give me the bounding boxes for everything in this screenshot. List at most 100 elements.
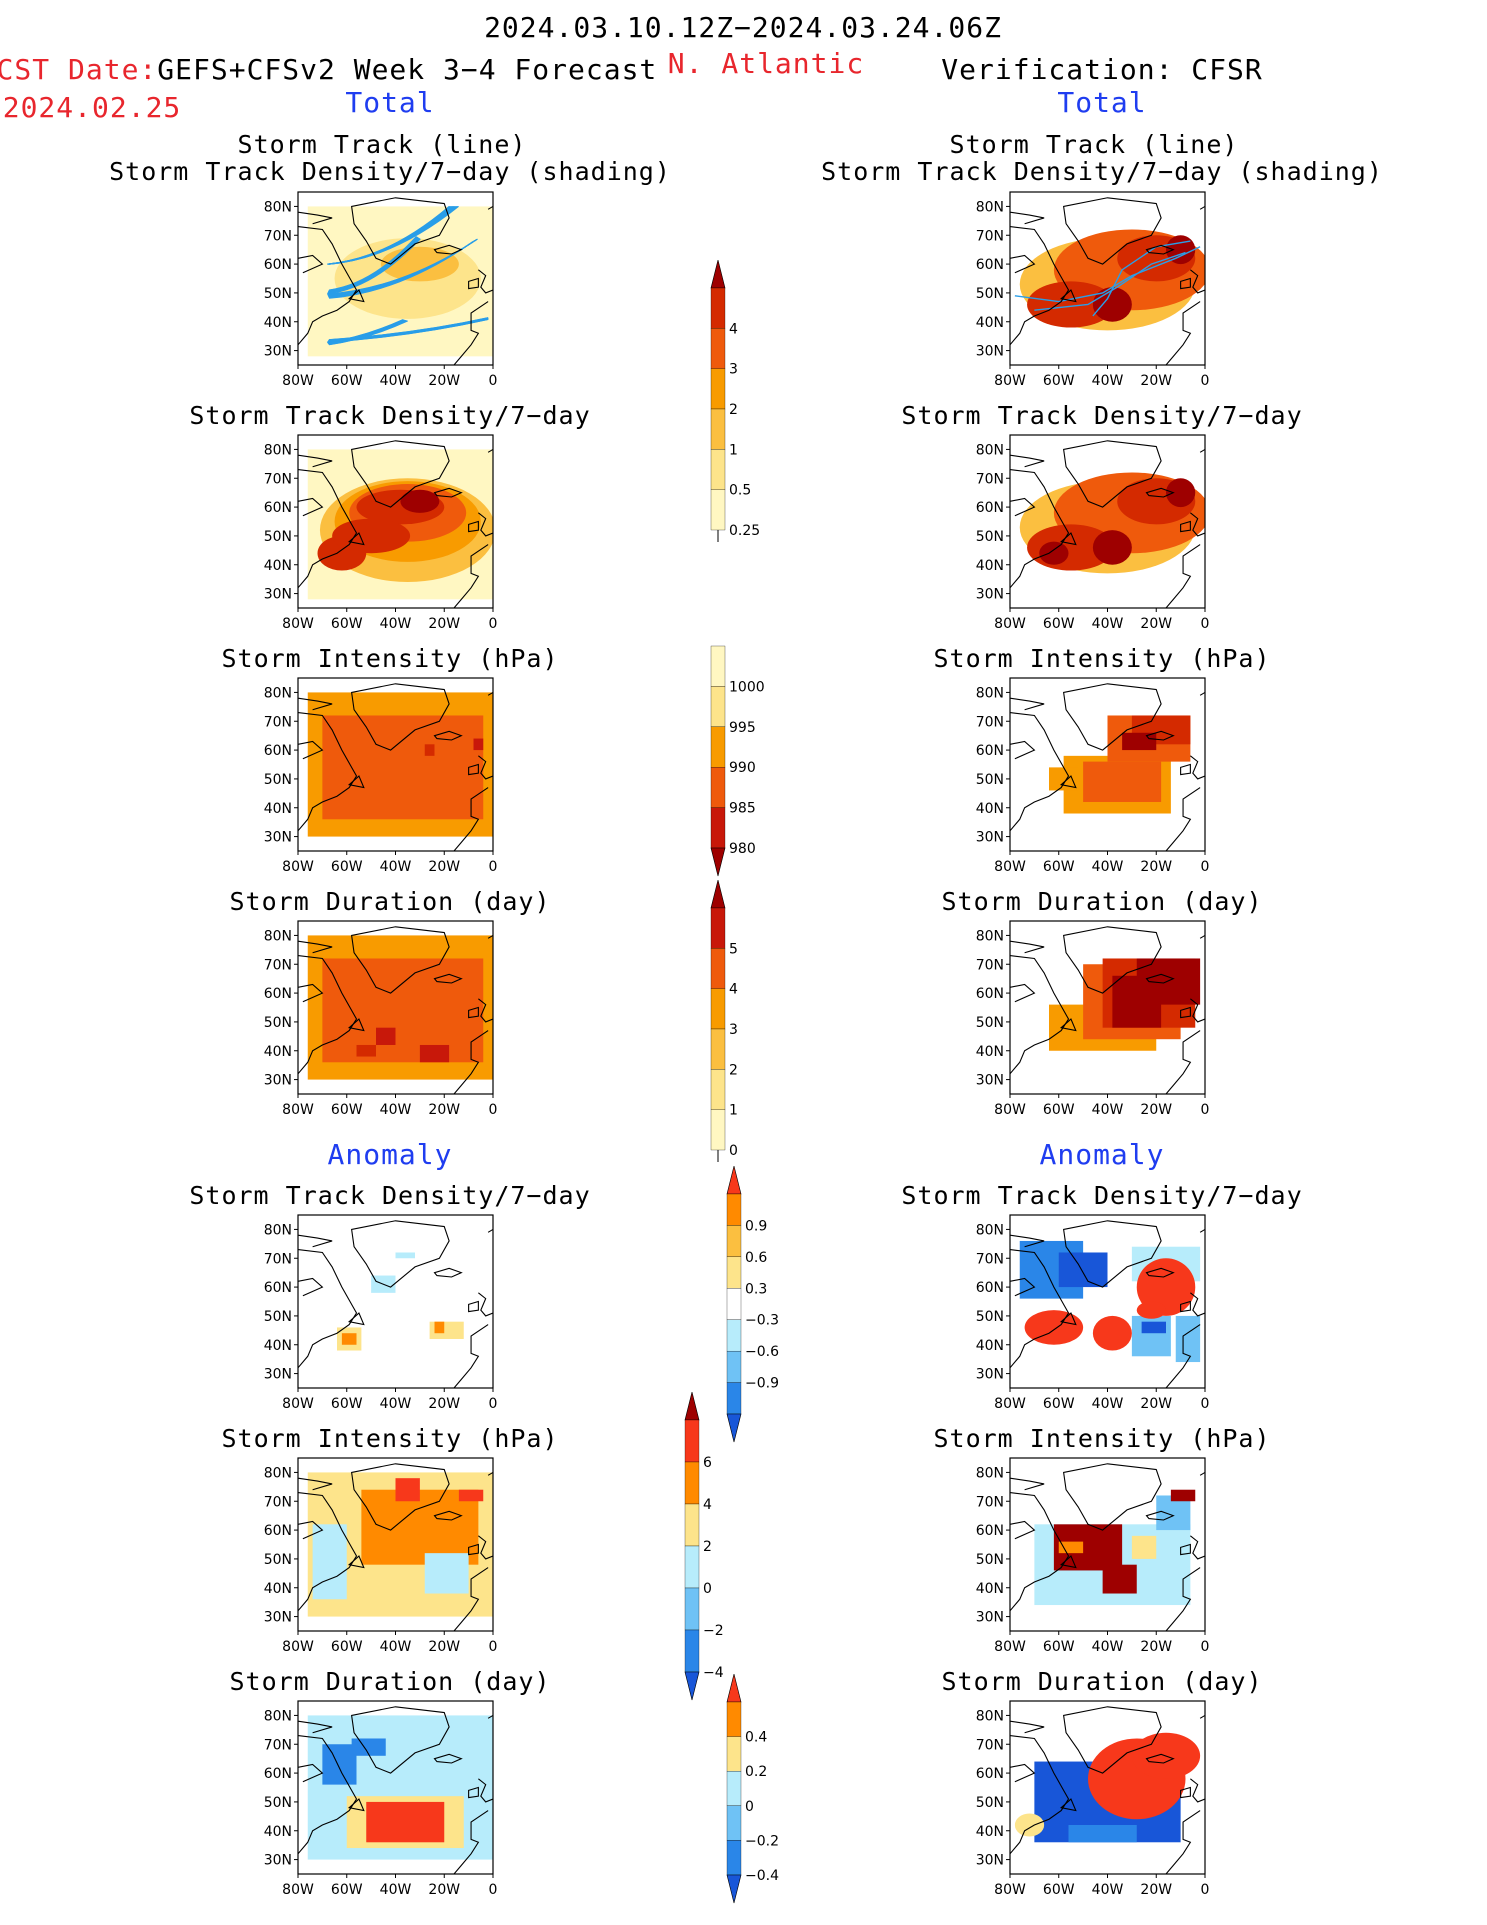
map-duration-right: 80N 70N 60N 50N 40N 30N 80W 60W 40W 20W 0 bbox=[962, 919, 1211, 1122]
lat-tick-label: 40N bbox=[976, 1824, 1004, 1840]
map-duration-left: 80N 70N 60N 50N 40N 30N 80W 60W 40W 20W 0 bbox=[250, 919, 499, 1122]
lon-tick-label: 80W bbox=[282, 859, 314, 875]
map-svg: 80N 70N 60N 50N 40N 30N 80W 60W 40W 20W 0 bbox=[264, 1214, 497, 1412]
lat-tick-label: 70N bbox=[264, 714, 292, 730]
lon-tick-label: 80W bbox=[282, 1639, 314, 1655]
lat-tick-label: 50N bbox=[264, 1795, 292, 1811]
lon-tick-label: 40W bbox=[380, 1639, 412, 1655]
lat-tick-label: 80N bbox=[976, 199, 1004, 215]
lat-tick-label: 40N bbox=[264, 1581, 292, 1597]
lon-tick-label: 60W bbox=[1043, 1396, 1075, 1412]
lon-tick-label: 0 bbox=[1201, 373, 1210, 389]
lat-tick-label: 50N bbox=[976, 1309, 1004, 1325]
lon-tick-label: 0 bbox=[1201, 1639, 1210, 1655]
colorbar-label: 0 bbox=[703, 1581, 712, 1597]
colorbar-label: 0 bbox=[729, 1143, 738, 1159]
lat-tick-label: 70N bbox=[976, 957, 1004, 973]
lon-tick-label: 80W bbox=[282, 1882, 314, 1898]
title-density-left: Storm Track Density/7−day bbox=[189, 401, 591, 430]
lon-tick-label: 20W bbox=[428, 1639, 460, 1655]
lon-tick-label: 0 bbox=[489, 1102, 498, 1118]
lat-tick-label: 50N bbox=[976, 1015, 1004, 1031]
lon-tick-label: 0 bbox=[1201, 1102, 1210, 1118]
lat-tick-label: 60N bbox=[976, 1766, 1004, 1782]
colorbar-label: 0 bbox=[745, 1799, 754, 1815]
lat-tick-label: 30N bbox=[976, 830, 1004, 846]
colorbar-label: 995 bbox=[729, 720, 756, 736]
lat-tick-label: 50N bbox=[976, 286, 1004, 302]
map-anom-intensity-right: 80N 70N 60N 50N 40N 30N 80W 60W 40W 20W 0 bbox=[962, 1456, 1211, 1659]
lat-tick-label: 60N bbox=[976, 743, 1004, 759]
colorbar-svg: 0.9 0.6 0.3 −0.3 −0.6 −0.9 bbox=[726, 1166, 779, 1443]
lon-tick-label: 80W bbox=[994, 859, 1026, 875]
period-title: 2024.03.10.12Z−2024.03.24.06Z bbox=[484, 11, 1002, 44]
lat-tick-label: 50N bbox=[264, 1015, 292, 1031]
lat-tick-label: 80N bbox=[264, 928, 292, 944]
lon-tick-label: 60W bbox=[1043, 1639, 1075, 1655]
lon-tick-label: 40W bbox=[380, 859, 412, 875]
title-anom-density-left: Storm Track Density/7−day bbox=[189, 1181, 591, 1210]
lon-tick-label: 20W bbox=[428, 1102, 460, 1118]
lat-tick-label: 50N bbox=[264, 529, 292, 545]
lon-tick-label: 40W bbox=[380, 1102, 412, 1118]
title-anom-density-right: Storm Track Density/7−day bbox=[901, 1181, 1303, 1210]
lon-tick-label: 60W bbox=[331, 616, 363, 632]
colorbar-label: 0.4 bbox=[745, 1730, 767, 1746]
lat-tick-label: 70N bbox=[976, 714, 1004, 730]
colorbar-label: −0.6 bbox=[745, 1344, 779, 1360]
title-intensity-left: Storm Intensity (hPa) bbox=[221, 644, 559, 673]
lat-tick-label: 50N bbox=[976, 772, 1004, 788]
lat-tick-label: 40N bbox=[976, 801, 1004, 817]
lat-tick-label: 70N bbox=[264, 471, 292, 487]
map-intensity-right: 80N 70N 60N 50N 40N 30N 80W 60W 40W 20W 0 bbox=[962, 676, 1211, 879]
title-track-line-right: Storm Track (line) bbox=[949, 130, 1239, 159]
lat-tick-label: 80N bbox=[976, 1465, 1004, 1481]
lon-tick-label: 40W bbox=[380, 1882, 412, 1898]
lat-tick-label: 50N bbox=[264, 772, 292, 788]
lon-tick-label: 60W bbox=[331, 1102, 363, 1118]
fcst-date: 2024.02.25 bbox=[2, 91, 182, 124]
lat-tick-label: 80N bbox=[264, 442, 292, 458]
map-density-left: 80N 70N 60N 50N 40N 30N 80W 60W 40W 20W 0 bbox=[250, 433, 499, 636]
lon-tick-label: 80W bbox=[994, 1396, 1026, 1412]
lat-tick-label: 50N bbox=[264, 1552, 292, 1568]
lat-tick-label: 80N bbox=[976, 685, 1004, 701]
lon-tick-label: 80W bbox=[282, 1396, 314, 1412]
lon-tick-label: 0 bbox=[489, 373, 498, 389]
lon-tick-label: 40W bbox=[380, 1396, 412, 1412]
lat-tick-label: 50N bbox=[976, 1552, 1004, 1568]
lat-tick-label: 60N bbox=[264, 986, 292, 1002]
lat-tick-label: 80N bbox=[264, 685, 292, 701]
right-anomaly-label: Anomaly bbox=[1039, 1138, 1165, 1171]
colorbar-label: 980 bbox=[729, 841, 756, 857]
colorbar-label: 0.9 bbox=[745, 1218, 767, 1234]
lon-tick-label: 60W bbox=[331, 1882, 363, 1898]
map-track-right: 80N 70N 60N 50N 40N 30N 80W 60W 40W 20W 0 bbox=[962, 190, 1211, 393]
lon-tick-label: 20W bbox=[1140, 1396, 1172, 1412]
lat-tick-label: 40N bbox=[976, 1044, 1004, 1060]
lon-tick-label: 40W bbox=[1092, 1396, 1124, 1412]
colorbar-label: −4 bbox=[703, 1665, 724, 1681]
map-svg: 80N 70N 60N 50N 40N 30N 80W 60W 40W 20W 0 bbox=[264, 1700, 498, 1898]
region-label: N. Atlantic bbox=[667, 47, 865, 80]
lat-tick-label: 30N bbox=[976, 1073, 1004, 1089]
lon-tick-label: 20W bbox=[1140, 1882, 1172, 1898]
right-total-label: Total bbox=[1057, 86, 1147, 119]
lat-tick-label: 80N bbox=[976, 928, 1004, 944]
lat-tick-label: 60N bbox=[976, 1523, 1004, 1539]
map-svg: 80N 70N 60N 50N 40N 30N 80W 60W 40W 20W 0 bbox=[976, 191, 1210, 389]
lat-tick-label: 70N bbox=[976, 228, 1004, 244]
lon-tick-label: 40W bbox=[380, 373, 412, 389]
lat-tick-label: 40N bbox=[264, 1044, 292, 1060]
lat-tick-label: 80N bbox=[976, 442, 1004, 458]
lat-tick-label: 40N bbox=[264, 1824, 292, 1840]
colorbar-label: 1000 bbox=[729, 679, 765, 695]
left-anomaly-label: Anomaly bbox=[327, 1138, 453, 1171]
lat-tick-label: 50N bbox=[264, 286, 292, 302]
map-svg: 80N 70N 60N 50N 40N 30N 80W 60W 40W 20W 0 bbox=[976, 434, 1209, 632]
lat-tick-label: 80N bbox=[264, 1465, 292, 1481]
title-track-shading-left: Storm Track Density/7−day (shading) bbox=[109, 157, 671, 186]
colorbar-svg: 4 3 2 1 0.5 0.25 bbox=[710, 260, 760, 542]
lat-tick-label: 80N bbox=[264, 1708, 292, 1724]
lon-tick-label: 0 bbox=[489, 1882, 498, 1898]
